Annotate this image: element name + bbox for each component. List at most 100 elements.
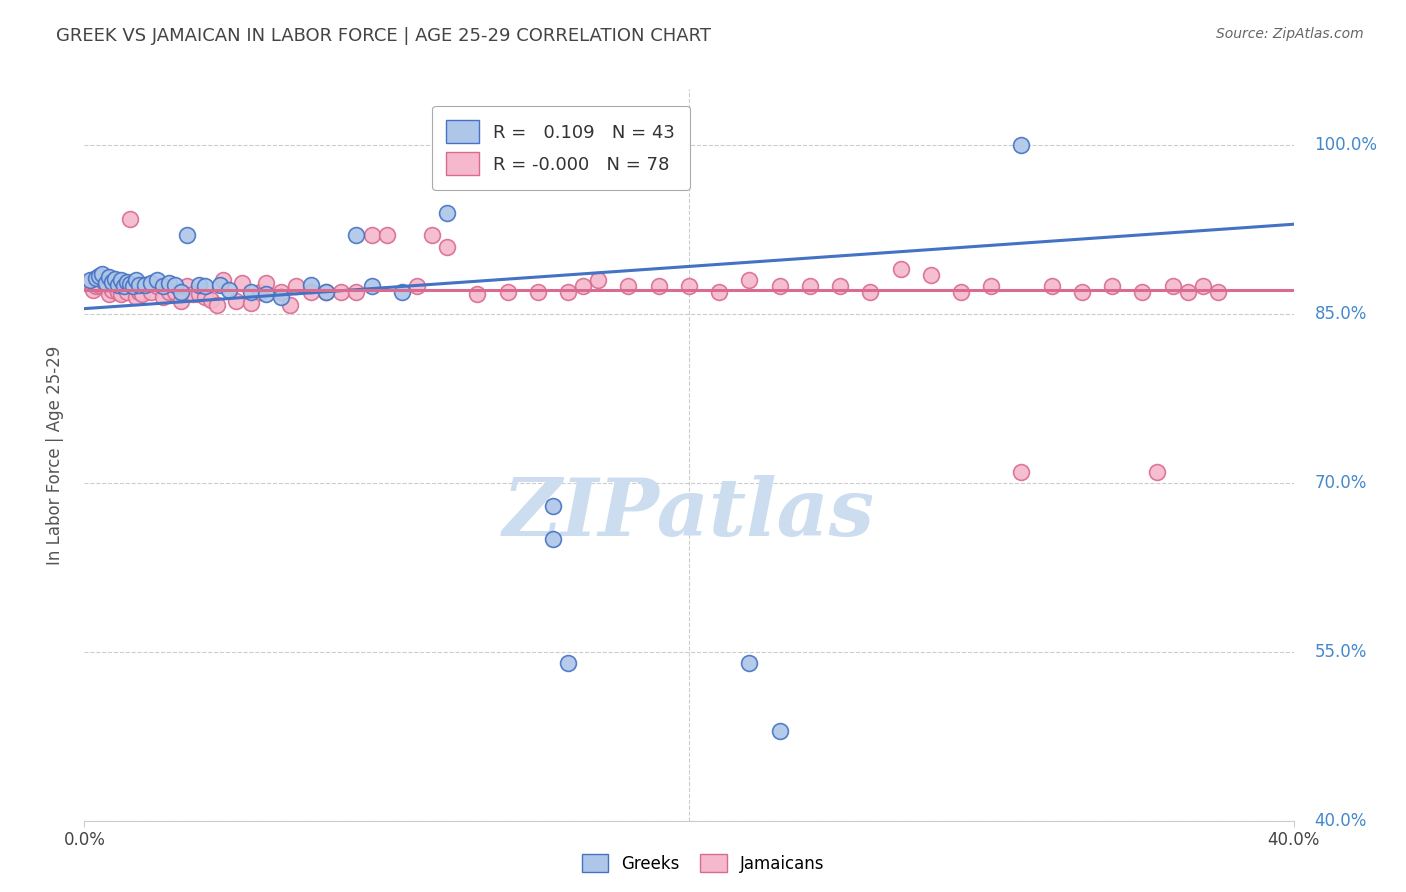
Text: ZIPatlas: ZIPatlas [503,475,875,552]
Point [346,285,368,299]
Point [284,279,308,293]
Point [526,285,548,299]
Point [278,298,301,312]
Point [436,240,458,254]
Point [107,285,129,299]
Point [218,283,240,297]
Point [315,285,337,299]
Text: 70.0%: 70.0% [1315,474,1367,492]
Point [157,276,180,290]
Point [194,279,217,293]
Point [769,723,792,738]
Point [239,296,262,310]
Point [231,276,253,290]
Text: 100.0%: 100.0% [1315,136,1378,154]
Point [139,285,162,299]
Text: 85.0%: 85.0% [1315,305,1367,323]
Point [467,287,489,301]
Point [1191,279,1213,293]
Point [176,228,198,243]
Point [330,285,353,299]
Point [588,273,610,287]
Point [128,285,150,299]
Point [678,279,700,293]
Point [157,285,180,299]
Point [436,206,458,220]
Point [406,279,429,293]
Point [254,287,277,301]
Point [1101,279,1123,293]
Point [738,273,761,287]
Point [209,278,232,293]
Point [89,278,111,293]
Point [212,273,235,287]
Point [207,298,229,312]
Point [121,279,143,293]
Point [200,293,222,307]
Point [118,211,141,226]
Point [121,279,143,293]
Point [1071,285,1094,299]
Text: 40.0%: 40.0% [1315,812,1367,830]
Point [541,499,564,513]
Point [131,287,153,301]
Point [146,279,169,293]
Point [1146,465,1168,479]
Point [1130,285,1153,299]
Point [125,273,148,287]
Point [94,276,117,290]
Point [94,279,117,293]
Point [738,656,761,670]
Point [617,279,640,293]
Point [112,278,135,293]
Point [181,287,204,301]
Point [315,285,337,299]
Point [360,228,382,243]
Point [110,287,132,301]
Point [541,533,564,547]
Point [1010,465,1032,479]
Point [170,293,193,308]
Point [299,278,322,293]
Point [86,271,108,285]
Text: 55.0%: 55.0% [1315,643,1367,661]
Point [709,285,731,299]
Point [91,267,114,281]
Point [163,278,186,293]
Point [1040,279,1063,293]
Point [104,272,127,286]
Point [1161,279,1184,293]
Legend: Greeks, Jamaicans: Greeks, Jamaicans [575,847,831,880]
Point [139,276,162,290]
Point [100,275,122,289]
Legend: R =   0.109   N = 43, R = -0.000   N = 78: R = 0.109 N = 43, R = -0.000 N = 78 [432,105,690,190]
Point [799,279,821,293]
Point [188,287,211,301]
Point [1206,285,1229,299]
Point [79,276,101,290]
Point [134,278,156,293]
Point [110,273,132,287]
Y-axis label: In Labor Force | Age 25-29: In Labor Force | Age 25-29 [45,345,63,565]
Point [249,285,271,299]
Point [118,277,141,291]
Point [572,279,595,293]
Point [1010,138,1032,153]
Point [270,290,292,304]
Point [950,285,973,299]
Point [115,275,138,289]
Point [97,287,120,301]
Point [830,279,852,293]
Point [557,656,579,670]
Point [134,278,156,293]
Point [890,262,912,277]
Point [100,283,122,297]
Point [1177,285,1199,299]
Point [89,268,111,283]
Point [91,273,114,287]
Point [152,290,174,304]
Point [79,273,101,287]
Point [170,285,193,299]
Point [176,279,198,293]
Point [107,278,129,293]
